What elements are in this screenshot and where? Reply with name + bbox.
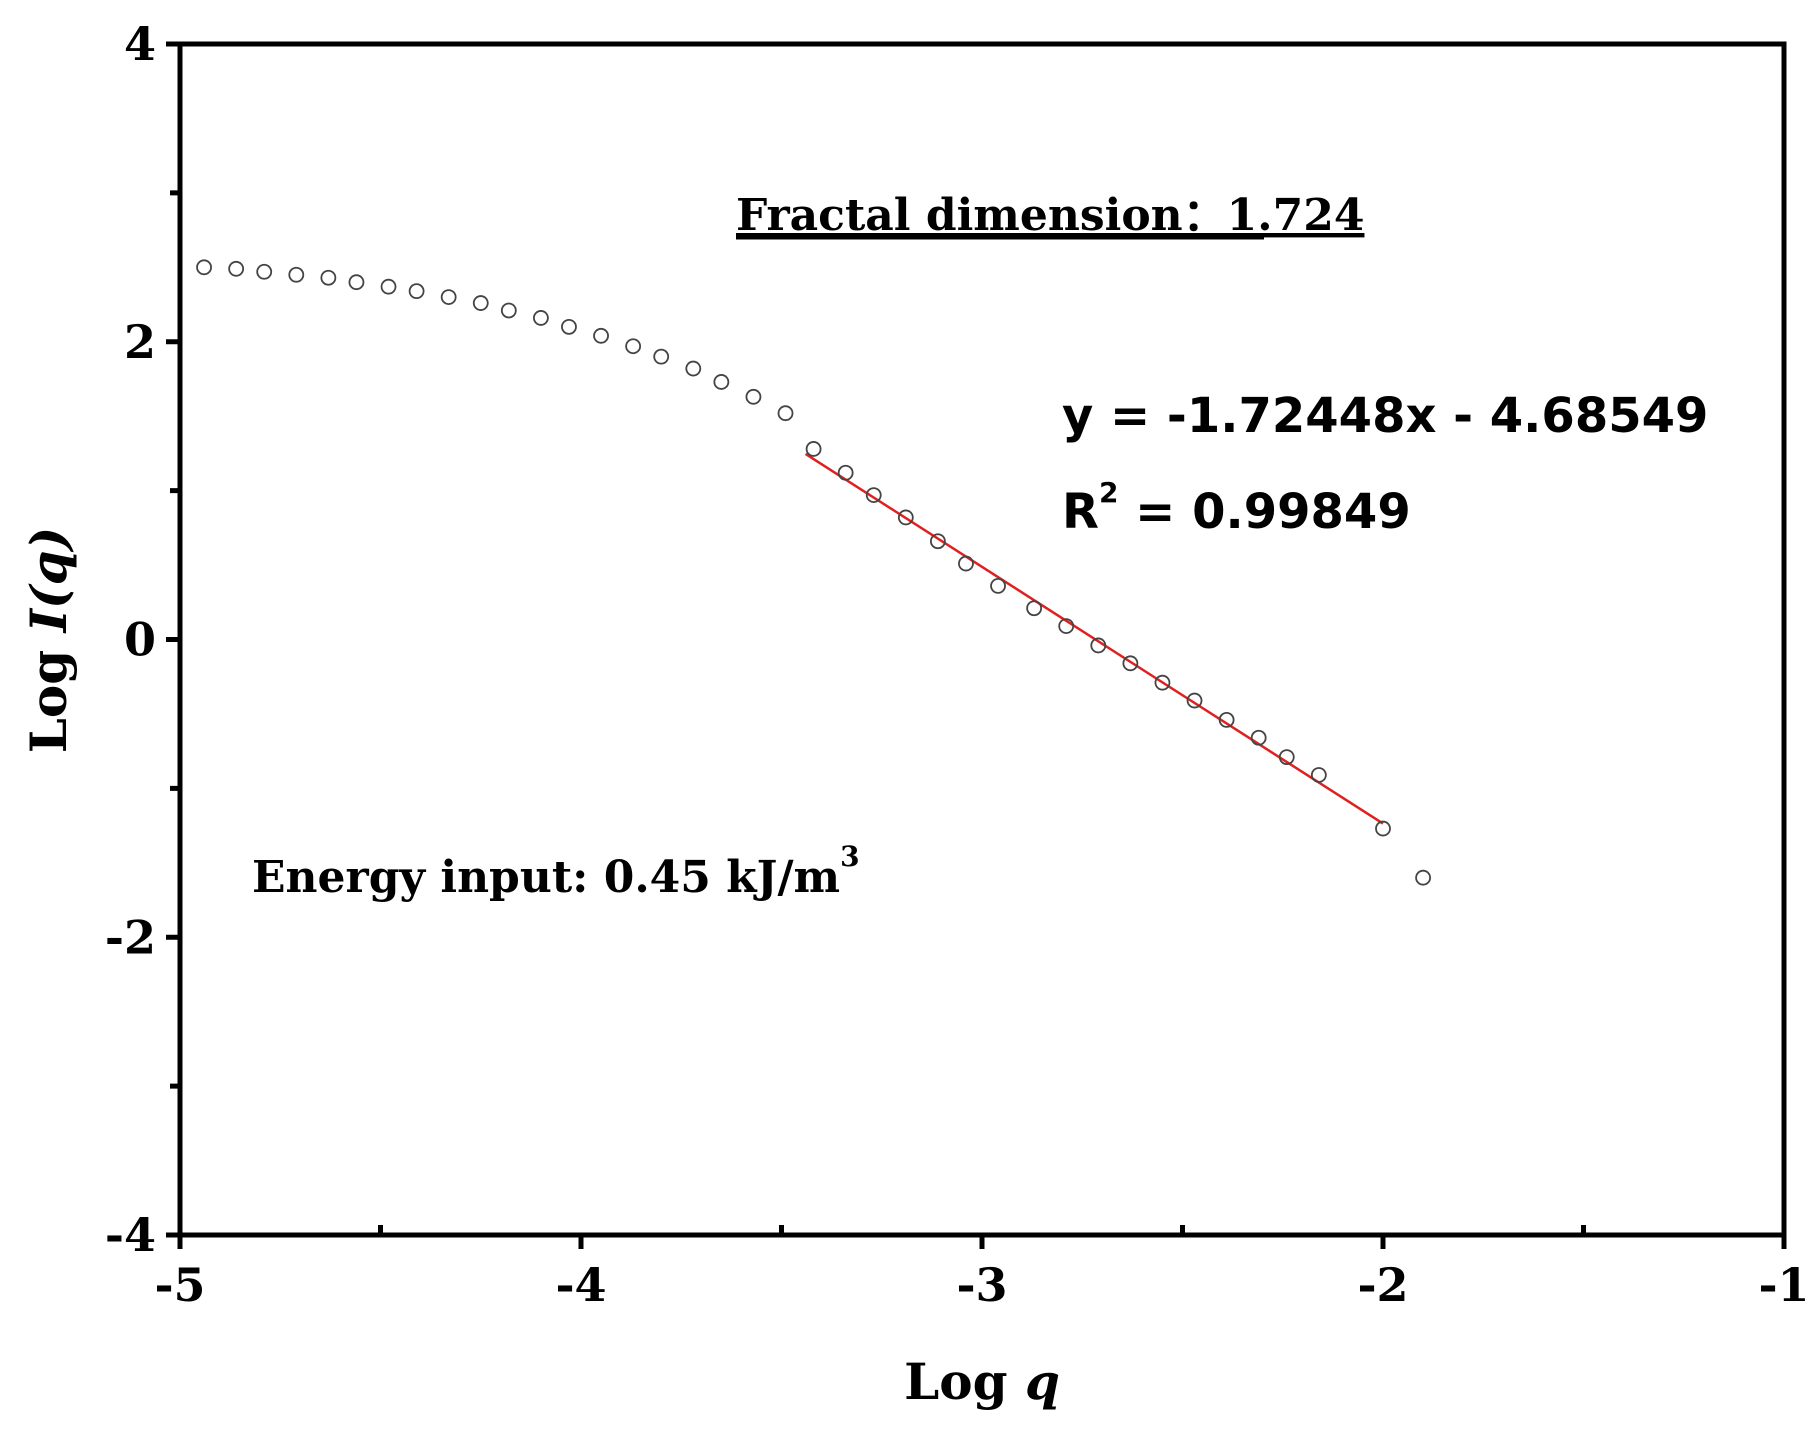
data-point <box>1122 655 1139 672</box>
data-point <box>990 578 1006 594</box>
y-axis-title-prefix: Log <box>19 632 78 753</box>
data-point <box>1026 600 1043 617</box>
data-point <box>929 533 946 550</box>
y-tick-label: -4 <box>105 1208 156 1262</box>
data-point <box>228 260 245 277</box>
data-points <box>196 259 1431 886</box>
data-point <box>196 259 212 276</box>
fractal-dimension-label: Fractal dimension：1.724 <box>736 190 1364 241</box>
y-axis-title-var: I(q) <box>19 527 78 635</box>
data-point <box>593 327 609 344</box>
data-point <box>958 555 974 572</box>
data-point <box>777 405 794 422</box>
data-point <box>1375 820 1391 837</box>
energy-input-label: Energy input: 0.45 kJ/m3 <box>252 840 860 903</box>
x-tick-label: -1 <box>1758 1258 1809 1312</box>
data-point <box>685 360 702 377</box>
data-point <box>865 487 882 503</box>
data-point <box>440 289 457 305</box>
data-point <box>256 263 273 280</box>
y-axis-ticks <box>166 41 180 1238</box>
data-point <box>380 278 397 295</box>
data-point <box>1186 692 1203 709</box>
data-point <box>1415 869 1431 886</box>
data-point <box>1058 618 1075 635</box>
energy-input-exponent: 3 <box>840 840 859 873</box>
x-tick-label: -4 <box>555 1258 606 1312</box>
data-point <box>320 269 337 286</box>
data-point <box>1154 674 1171 691</box>
data-point <box>625 338 642 355</box>
y-tick-label: -2 <box>105 910 156 964</box>
data-point <box>1218 711 1235 728</box>
x-axis-tick-labels: -5 -4 -3 -2 -1 <box>154 1258 1809 1312</box>
x-axis-title-var: q <box>1025 1352 1060 1411</box>
data-point <box>500 302 517 319</box>
data-point <box>408 283 425 300</box>
data-point <box>348 274 365 291</box>
x-axis-title-prefix: Log <box>904 1352 1025 1411</box>
data-point <box>653 348 670 365</box>
energy-input-base: Energy input: 0.45 kJ/m <box>252 852 840 903</box>
x-axis-ticks <box>177 1225 1787 1249</box>
y-tick-label: 0 <box>124 613 156 667</box>
data-point <box>533 310 549 326</box>
y-tick-label: 2 <box>124 315 156 369</box>
r-squared-value: = 0.99849 <box>1118 484 1410 540</box>
r-squared-exponent: 2 <box>1099 476 1118 509</box>
data-point <box>805 441 822 457</box>
x-tick-label: -5 <box>154 1258 205 1312</box>
y-axis-title: Log I(q) <box>19 527 78 754</box>
y-axis-tick-labels: -4 -2 0 2 4 <box>105 17 156 1262</box>
data-point <box>1250 729 1267 746</box>
data-point <box>1310 767 1327 783</box>
x-axis-title: Log q <box>904 1352 1060 1411</box>
data-point <box>288 266 305 283</box>
data-point <box>1278 749 1295 766</box>
data-point <box>1090 637 1107 654</box>
x-tick-label: -2 <box>1357 1258 1408 1312</box>
data-point <box>713 374 730 390</box>
x-tick-label: -3 <box>956 1258 1007 1312</box>
data-point <box>837 464 854 481</box>
data-point <box>745 388 762 405</box>
r-squared-base: R <box>1062 484 1099 540</box>
r-squared: R2 = 0.99849 <box>1062 476 1411 540</box>
fit-equation: y = -1.72448x - 4.68549 <box>1062 388 1708 444</box>
y-tick-label: 4 <box>124 17 156 71</box>
data-point <box>897 509 914 526</box>
data-point <box>561 318 577 335</box>
data-point <box>472 295 489 311</box>
